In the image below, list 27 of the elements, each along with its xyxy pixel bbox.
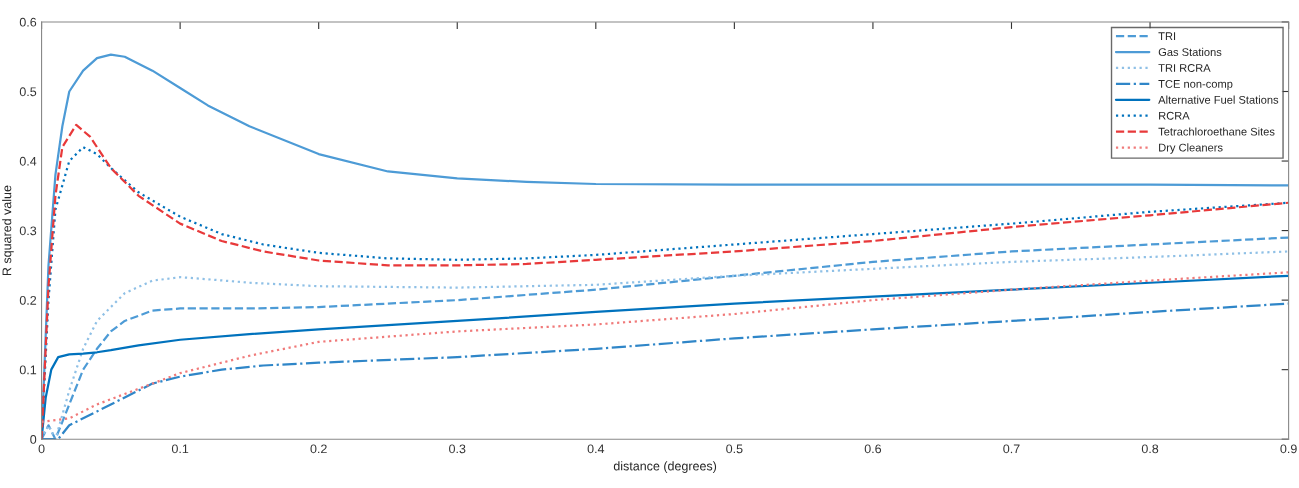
y-tick-label: 0.2 bbox=[19, 295, 37, 305]
y-tick-label: 0 bbox=[30, 435, 37, 444]
x-tick-label: 0.8 bbox=[1141, 444, 1159, 454]
y-tick-label: 0.6 bbox=[19, 17, 37, 27]
legend-label: Dry Cleaners bbox=[1159, 143, 1223, 154]
legend-label: TRI bbox=[1158, 32, 1176, 41]
y-tick-label: 0.5 bbox=[19, 87, 37, 97]
legend-label: Tetrachloroethane Sites bbox=[1158, 127, 1275, 136]
y-axis-title: R squared value bbox=[2, 185, 14, 276]
x-tick-label: 0 bbox=[38, 444, 45, 454]
x-tick-label: 0.5 bbox=[726, 444, 743, 454]
x-tick-label: 0.1 bbox=[171, 444, 189, 454]
y-tick-label: 0.4 bbox=[19, 156, 37, 166]
legend-label: Gas Stations bbox=[1158, 47, 1222, 57]
legend-label: Alternative Fuel Stations bbox=[1158, 95, 1279, 104]
x-tick-label: 0.6 bbox=[864, 444, 882, 454]
x-tick-label: 0.7 bbox=[1003, 444, 1020, 454]
legend-label: TRI RCRA bbox=[1158, 64, 1211, 72]
legend-label: TCE non-comp bbox=[1158, 79, 1233, 91]
y-tick-label: 0.3 bbox=[19, 226, 37, 236]
legend-label: RCRA bbox=[1159, 111, 1190, 120]
x-tick-label: 0.2 bbox=[310, 444, 327, 454]
y-tick-label: 0.1 bbox=[19, 365, 37, 375]
x-tick-label: 0.3 bbox=[449, 444, 466, 454]
x-tick-label: 0.9 bbox=[1280, 444, 1297, 454]
x-tick-label: 0.4 bbox=[587, 444, 605, 454]
x-axis-title: distance (degrees) bbox=[613, 461, 717, 473]
